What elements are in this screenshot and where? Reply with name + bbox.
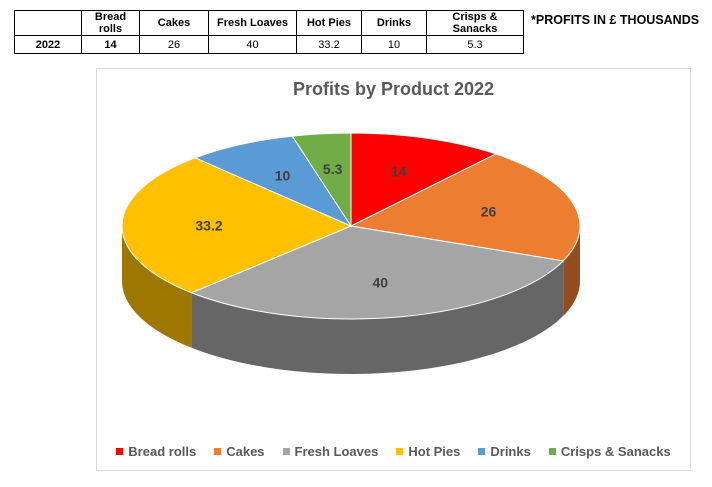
data-label: 33.2 (195, 217, 222, 233)
pie-slice-crisps-sanacks[interactable] (291, 132, 352, 228)
table-row: 2022 14 26 40 33.2 10 5.3 (14, 35, 524, 54)
table-cell: Hot Pies (296, 10, 362, 36)
legend-label: Drinks (490, 444, 531, 459)
pie-side-2 (191, 260, 564, 374)
table-cell: 2022 (14, 35, 82, 54)
legend: Bread rolls Cakes Fresh Loaves Hot Pies Drin… (97, 444, 690, 459)
pie-slice-hot-pies[interactable] (121, 157, 353, 294)
chart-area[interactable]: 14 26 40 33.2 10 5.3 Profits by Product 2022 … (96, 68, 691, 471)
legend-swatch (282, 448, 290, 455)
legend-label: Bread rolls (128, 444, 197, 459)
pie-slice-fresh-loaves[interactable] (190, 225, 565, 320)
legend-item[interactable]: Drinks (478, 444, 531, 459)
legend-swatch (396, 448, 404, 455)
legend-label: Hot Pies (408, 444, 461, 459)
legend-swatch (116, 448, 124, 455)
pie-side-3 (122, 226, 192, 348)
legend-item[interactable]: Bread rolls (116, 444, 196, 459)
legend-swatch (548, 448, 556, 455)
legend-label: Cakes (226, 444, 265, 459)
data-label: 10 (275, 167, 291, 183)
table-cell (14, 10, 82, 36)
header-row: Bread rolls Cakes Fresh Loaves Hot Pies … (14, 10, 524, 36)
table-cell: Fresh Loaves (208, 10, 297, 36)
data-label: 26 (481, 204, 497, 220)
pie-slice-bread-rolls[interactable] (350, 132, 498, 227)
data-label: 5.3 (323, 161, 343, 177)
legend-swatch (214, 448, 222, 455)
table-cell: 5.3 (426, 35, 524, 54)
table-cell: Cakes (139, 10, 209, 36)
table-cell: 26 (139, 35, 209, 54)
table-cell: 40 (208, 35, 297, 54)
pie-chart: 14 26 40 33.2 10 5.3 (121, 132, 581, 374)
data-table: Bread rolls Cakes Fresh Loaves Hot Pies … (14, 10, 524, 54)
chart-title: Profits by Product 2022 (292, 79, 495, 99)
legend-item[interactable]: Fresh Loaves (282, 444, 379, 459)
legend-item[interactable]: Crisps & Sanacks (548, 444, 671, 459)
table-cell: Drinks (361, 10, 427, 36)
table-cell: Bread rolls (81, 10, 140, 36)
data-label: 14 (391, 164, 407, 180)
legend-item[interactable]: Cakes (214, 444, 265, 459)
legend-label: Crisps & Sanacks (560, 444, 671, 459)
data-label: 40 (373, 274, 389, 290)
table-cell: 10 (361, 35, 427, 54)
pie-slice-drinks[interactable] (193, 135, 353, 228)
table-cell: 33.2 (296, 35, 362, 54)
pie-slice-cakes[interactable] (349, 153, 581, 262)
pie-side-1 (563, 226, 580, 316)
legend-swatch (478, 448, 486, 455)
legend-item[interactable]: Hot Pies (396, 444, 460, 459)
legend-label: Fresh Loaves (294, 444, 379, 459)
units-note: *PROFITS IN £ THOUSANDS (531, 13, 700, 27)
table-cell: 14 (81, 35, 140, 54)
table-cell: Crisps & Sanacks (426, 10, 524, 36)
